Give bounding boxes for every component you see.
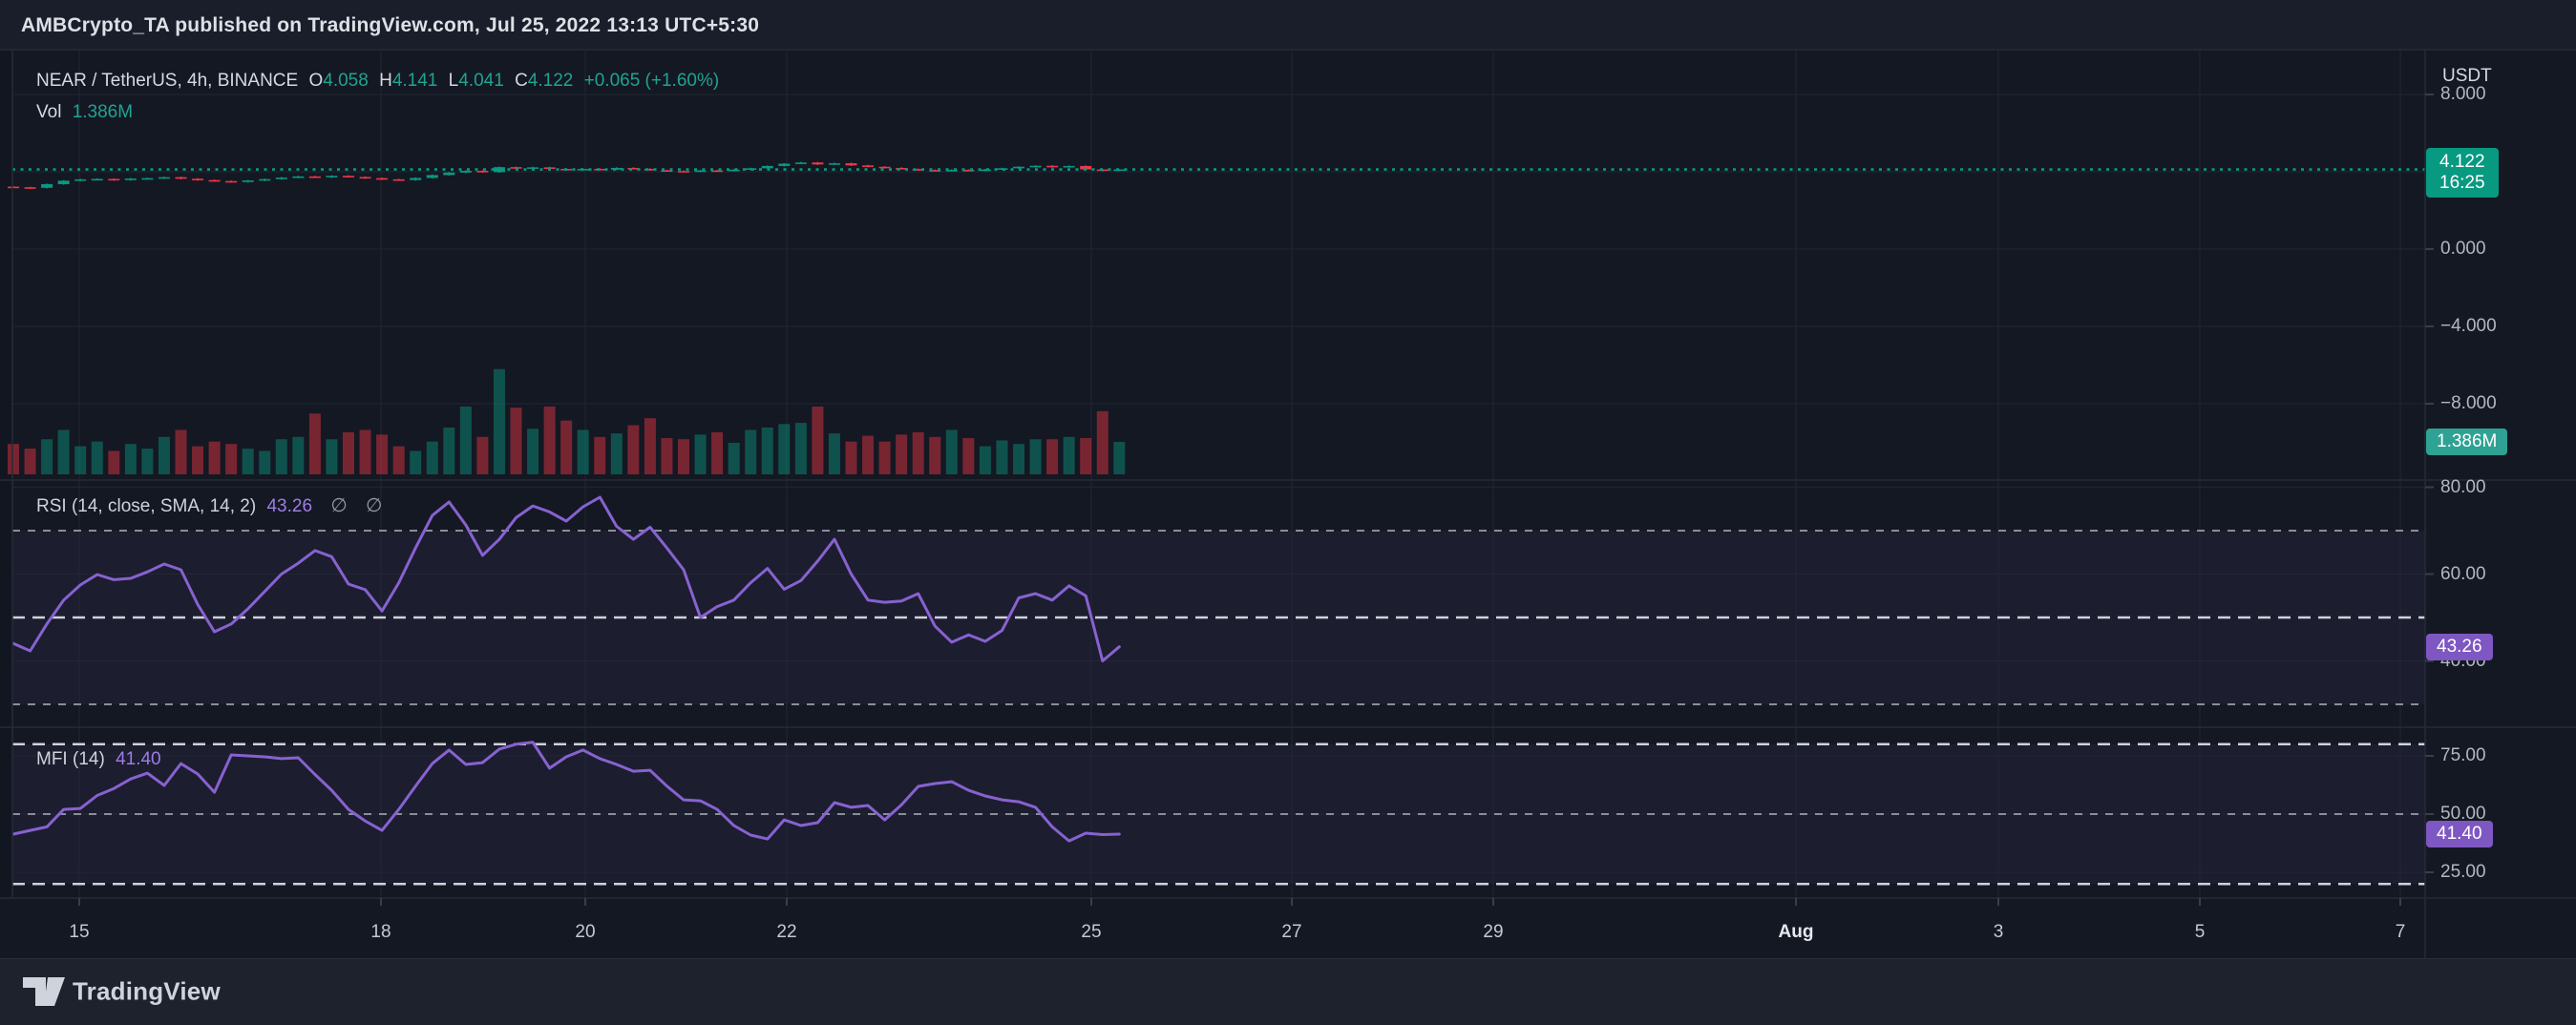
time-axis-label: 3 xyxy=(1993,922,2004,942)
volume-badge: 1.386M xyxy=(2426,429,2508,456)
price-axis-label: 8.000 xyxy=(2440,84,2486,104)
mfi-axis-label: 75.00 xyxy=(2440,745,2486,765)
grid xyxy=(12,50,2425,898)
volume-legend: Vol 1.386M xyxy=(36,102,133,123)
change-value: +0.065 (+1.60%) xyxy=(583,71,720,91)
volume-label[interactable]: Vol xyxy=(36,102,62,122)
ohlc-open-value: 4.058 xyxy=(323,71,369,91)
last-price-badge: 4.122 16:25 xyxy=(2426,147,2499,198)
mfi-value: 41.40 xyxy=(116,749,161,769)
pane-dividers xyxy=(0,49,2576,958)
last-price-value: 4.122 xyxy=(2439,151,2485,172)
rsi-title[interactable]: RSI (14, close, SMA, 14, 2) xyxy=(36,496,257,516)
tradingview-brand-text[interactable]: TradingView xyxy=(73,976,221,1006)
rsi-null-2: ∅ xyxy=(366,495,383,516)
time-axis-label: 7 xyxy=(2395,922,2406,942)
mfi-axis-label: 50.00 xyxy=(2440,804,2486,824)
rsi-null-1: ∅ xyxy=(330,495,348,516)
price-axis-label: 0.000 xyxy=(2440,239,2486,259)
volume-series xyxy=(8,368,1126,474)
footer-bar: TradingView xyxy=(0,958,2576,1025)
mfi-axis-label: 25.00 xyxy=(2440,862,2486,882)
mfi-title[interactable]: MFI (14) xyxy=(36,749,105,769)
ohlc-low-value: 4.041 xyxy=(458,71,504,91)
ohlc-open-label: O xyxy=(308,71,324,91)
time-axis-label: 15 xyxy=(69,922,90,942)
time-axis-label: 22 xyxy=(776,922,797,942)
publish-text: AMBCrypto_TA published on TradingView.co… xyxy=(21,14,760,36)
time-axis-label: 25 xyxy=(1081,922,1102,942)
indicator-band-fills xyxy=(12,531,2425,885)
symbol-title[interactable]: NEAR / TetherUS, 4h, BINANCE xyxy=(36,71,299,91)
ohlc-low-label: L xyxy=(448,71,459,91)
axis-currency-label: USDT xyxy=(2442,66,2492,86)
rsi-axis-label: 80.00 xyxy=(2440,476,2486,497)
bar-countdown: 16:25 xyxy=(2439,172,2485,193)
ohlc-close-label: C xyxy=(515,71,528,91)
axis-ticks xyxy=(78,94,2434,906)
mfi-badge: 41.40 xyxy=(2426,820,2493,847)
time-axis-label: Aug xyxy=(1778,922,1814,942)
time-axis-label: 5 xyxy=(2194,922,2206,942)
ohlc-high-value: 4.141 xyxy=(391,71,438,91)
symbol-legend: NEAR / TetherUS, 4h, BINANCE O4.058 H4.1… xyxy=(36,71,719,92)
time-axis-label: 18 xyxy=(370,922,391,942)
rsi-axis-label: 60.00 xyxy=(2440,563,2486,584)
indicator-band-lines xyxy=(12,530,2425,886)
publish-banner: AMBCrypto_TA published on TradingView.co… xyxy=(0,0,2576,50)
mfi-line xyxy=(11,741,1121,843)
time-axis-label: 27 xyxy=(1281,922,1302,942)
left-gutter xyxy=(0,50,12,898)
rsi-value: 43.26 xyxy=(266,496,313,516)
ohlc-high-label: H xyxy=(379,71,392,91)
time-axis-label: 20 xyxy=(575,922,596,942)
tradingview-logo-icon[interactable] xyxy=(23,977,65,1007)
mfi-legend: MFI (14) 41.40 xyxy=(36,749,161,770)
time-axis-label: 29 xyxy=(1483,922,1504,942)
volume-value: 1.386M xyxy=(72,102,134,122)
ohlc-close-value: 4.122 xyxy=(527,71,574,91)
candlestick-series xyxy=(8,161,1126,189)
rsi-line xyxy=(11,495,1121,662)
rsi-legend: RSI (14, close, SMA, 14, 2) 43.26 ∅ ∅ xyxy=(36,493,382,517)
price-axis-label: −8.000 xyxy=(2440,393,2497,413)
price-axis-label: −4.000 xyxy=(2440,316,2497,336)
rsi-badge: 43.26 xyxy=(2426,633,2493,660)
